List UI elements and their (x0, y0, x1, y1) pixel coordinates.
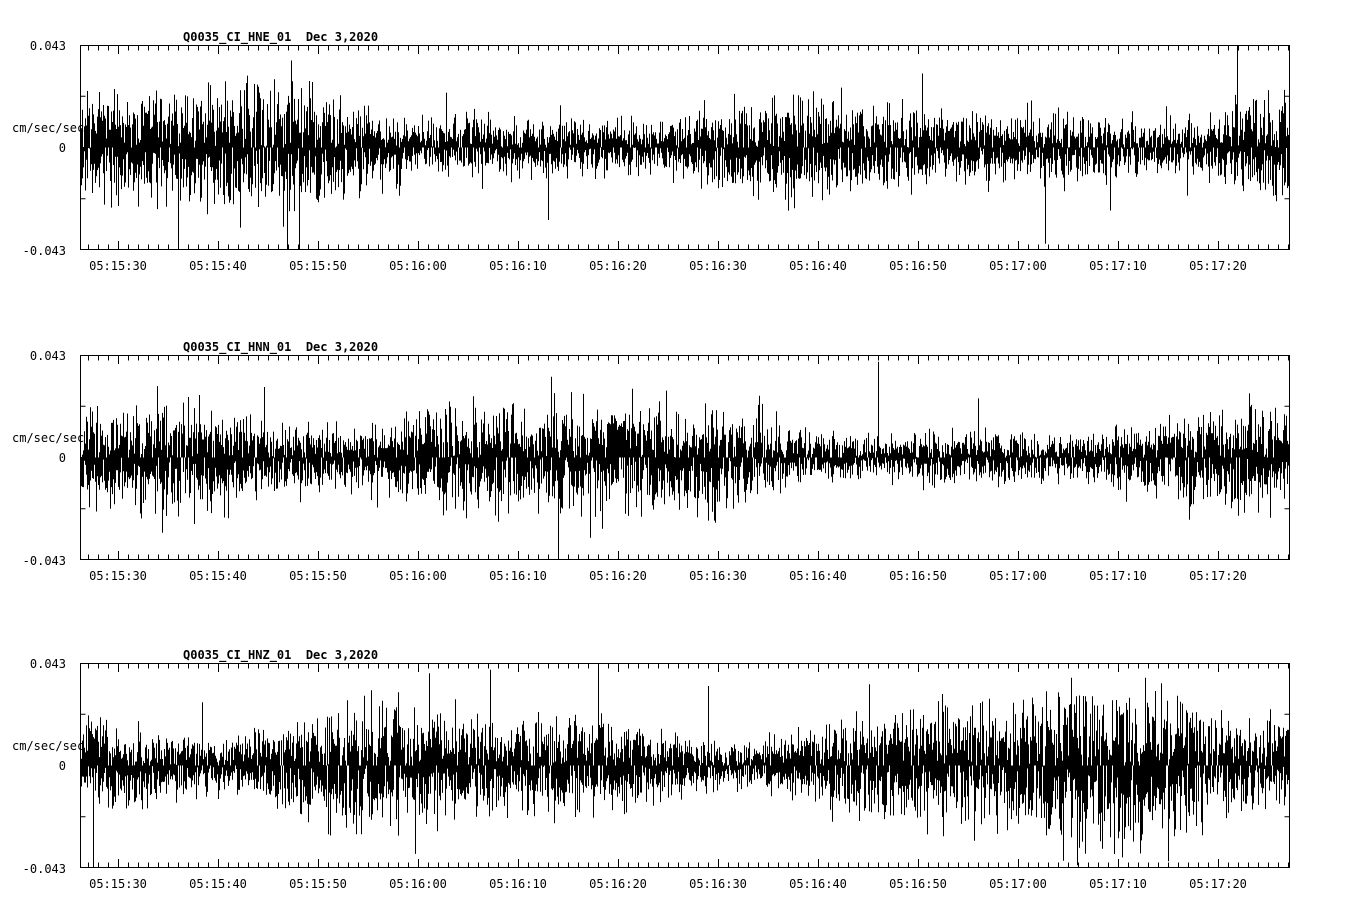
x-tick-label: 05:15:50 (289, 877, 347, 891)
x-tick-label: 05:15:50 (289, 569, 347, 583)
x-tick-label: 05:16:50 (889, 259, 947, 273)
y-max-label: 0.043 (29, 39, 66, 53)
x-tick-label: 05:16:00 (389, 259, 447, 273)
y-min-label: -0.043 (22, 244, 66, 258)
panel-hnn: Q0035_CI_HNN_01 Dec 3,2020 0.043 cm/sec/… (0, 310, 1358, 620)
x-tick-label: 05:17:00 (989, 569, 1047, 583)
panel-title-hne: Q0035_CI_HNE_01 Dec 3,2020 (183, 30, 379, 44)
x-tick-label: 05:17:00 (989, 877, 1047, 891)
y-zero-label: 0 (58, 759, 66, 773)
x-tick-labels-hnz: 05:15:30 05:15:40 05:15:50 05:16:00 05:16:10… (80, 877, 1290, 893)
x-tick-label: 05:17:00 (989, 259, 1047, 273)
x-tick-label: 05:16:20 (589, 569, 647, 583)
waveform-plot-hnn (80, 355, 1290, 560)
x-tick-label: 05:15:40 (189, 877, 247, 891)
panel-hnz: Q0035_CI_HNZ_01 Dec 3,2020 0.043 cm/sec/… (0, 618, 1358, 924)
x-tick-label: 05:15:50 (289, 259, 347, 273)
x-tick-labels-hnn: 05:15:30 05:15:40 05:15:50 05:16:00 05:16:10… (80, 569, 1290, 585)
x-tick-label: 05:15:30 (89, 569, 147, 583)
x-tick-label: 05:16:30 (689, 877, 747, 891)
x-tick-label: 05:15:30 (89, 259, 147, 273)
x-tick-label: 05:17:10 (1089, 877, 1147, 891)
x-tick-label: 05:17:20 (1189, 259, 1247, 273)
y-min-label: -0.043 (22, 554, 66, 568)
x-tick-label: 05:16:10 (489, 877, 547, 891)
x-tick-label: 05:17:10 (1089, 569, 1147, 583)
x-tick-label: 05:16:40 (789, 259, 847, 273)
x-tick-label: 05:16:10 (489, 259, 547, 273)
y-axis-unit-label: cm/sec/sec (12, 431, 85, 445)
panel-title-hnn: Q0035_CI_HNN_01 Dec 3,2020 (183, 340, 379, 354)
x-tick-label: 05:16:10 (489, 569, 547, 583)
y-zero-label: 0 (58, 141, 66, 155)
y-axis-unit-label: cm/sec/sec (12, 739, 85, 753)
x-tick-label: 05:15:30 (89, 877, 147, 891)
waveform-plot-hnz (80, 663, 1290, 868)
y-max-label: 0.043 (29, 657, 66, 671)
x-tick-label: 05:16:30 (689, 569, 747, 583)
y-zero-label: 0 (58, 451, 66, 465)
x-tick-label: 05:17:20 (1189, 877, 1247, 891)
y-max-label: 0.043 (29, 349, 66, 363)
x-tick-label: 05:16:00 (389, 569, 447, 583)
x-tick-label: 05:16:50 (889, 569, 947, 583)
x-tick-label: 05:16:40 (789, 569, 847, 583)
waveform-plot-hne (80, 45, 1290, 250)
panel-title-hnz: Q0035_CI_HNZ_01 Dec 3,2020 (183, 648, 379, 662)
x-tick-label: 05:16:20 (589, 259, 647, 273)
x-tick-label: 05:16:00 (389, 877, 447, 891)
x-tick-label: 05:17:10 (1089, 259, 1147, 273)
x-tick-label: 05:16:40 (789, 877, 847, 891)
x-tick-label: 05:15:40 (189, 259, 247, 273)
panel-hne: Q0035_CI_HNE_01 Dec 3,2020 0.043 cm/sec/… (0, 0, 1358, 310)
x-tick-label: 05:16:30 (689, 259, 747, 273)
x-tick-label: 05:17:20 (1189, 569, 1247, 583)
x-tick-label: 05:16:50 (889, 877, 947, 891)
x-tick-label: 05:16:20 (589, 877, 647, 891)
x-tick-label: 05:15:40 (189, 569, 247, 583)
x-tick-labels-hne: 05:15:30 05:15:40 05:15:50 05:16:00 05:16:10… (80, 259, 1290, 275)
y-min-label: -0.043 (22, 862, 66, 876)
y-axis-unit-label: cm/sec/sec (12, 121, 85, 135)
